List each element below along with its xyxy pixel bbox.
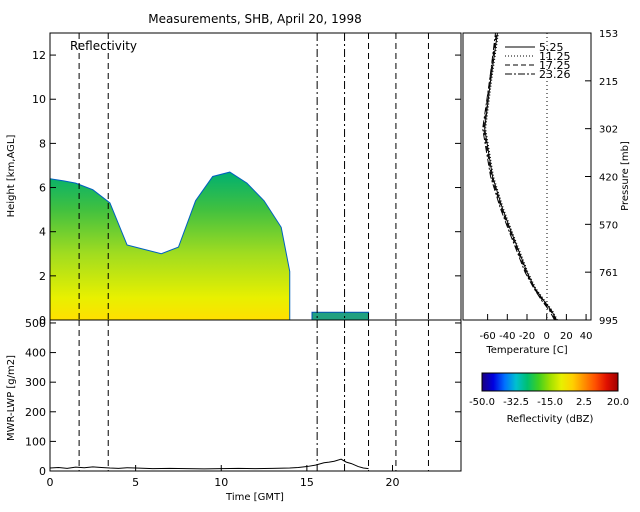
temperature-series-line [485,32,558,321]
lwp-x-axis: 0 5 10 15 20 [47,465,400,489]
echo-region [311,311,370,320]
x-tick-label: -20 [519,331,535,342]
pressure-tick-label: 153 [599,29,618,40]
lwp-y-axis: 0 100 200 300 400 500 [25,317,461,478]
y-tick-label: 0 [39,465,46,478]
pressure-tick-label: 995 [599,316,618,327]
echo-region [50,171,291,320]
y-tick-label: 500 [25,317,46,330]
temperature-frame [462,32,592,321]
temperature-series-line [483,32,556,321]
y-tick-label: 8 [39,137,46,150]
lwp-marker-lines [78,320,429,471]
pressure-tick-label: 761 [599,268,618,279]
temperature-series-lines [482,32,558,321]
y-tick-label: 300 [25,376,46,389]
legend-label: 5.25 [539,41,564,54]
y-tick-label: 0 [39,314,46,327]
y-tick-label: 6 [39,182,46,195]
pressure-tick-label: 570 [599,220,618,231]
temperature-panel: -60 -40 -20 0 20 40 153 215 302 420 570 761 995 5.2… [462,29,631,356]
pressure-axis: 153 215 302 420 570 761 995 [585,29,618,327]
chart-title: Measurements, SHB, April 20, 1998 [148,12,361,26]
y-tick-label: 10 [32,93,46,106]
temperature-x-axis: -60 -40 -20 0 20 40 [479,314,592,342]
colorbar-label: Reflectivity (dBZ) [507,414,594,425]
x-tick-label: -60 [479,331,495,342]
y-tick-label: 100 [25,435,46,448]
lwp-series-line [49,458,369,470]
lwp-panel: 0 100 200 300 400 500 0 5 10 15 20 MWR-LWP [g/m2]… [6,317,462,503]
reflectivity-y-label: Height [km,AGL] [6,135,17,218]
lwp-y-label: MWR-LWP [g/m2] [6,355,17,441]
y-tick-label: 2 [39,270,46,283]
x-tick-label: 40 [580,331,593,342]
reflectivity-panel: Reflectivity 0 2 4 6 8 10 12 Height [km,AGL] [6,32,462,327]
colorbar-bar [481,372,619,392]
y-tick-label: 12 [32,49,46,62]
lwp-frame [49,319,462,472]
temperature-series-line [482,32,556,321]
x-tick-label: 15 [300,476,314,489]
pressure-y-label: Pressure [mb] [620,141,631,211]
pressure-tick-label: 215 [599,77,618,88]
y-tick-label: 400 [25,347,46,360]
legend-label: 23.26 [539,68,571,81]
x-tick-label: 5 [132,476,139,489]
reflectivity-marker-lines [78,33,429,320]
colorbar-tick-label: 20.0 [607,397,629,408]
legend-label: 11.25 [539,50,571,63]
y-tick-label: 200 [25,406,46,419]
temperature-x-label: Temperature [C] [485,345,567,356]
pressure-tick-label: 302 [599,125,618,136]
temperature-series-line [484,32,557,321]
colorbar-tick-label: -50.0 [469,397,495,408]
reflectivity-y-axis: 0 2 4 6 8 10 12 [32,49,461,327]
x-tick-label: 10 [214,476,228,489]
legend-label: 17.25 [539,59,571,72]
pressure-tick-label: 420 [599,173,618,184]
colorbar: -50.0 -32.5 -15.0 2.5 20.0 Reflectivity (dBZ… [469,372,629,425]
reflectivity-annotation: Reflectivity [70,39,137,53]
x-tick-label: 20 [560,331,573,342]
x-tick-label: 0 [47,476,54,489]
y-tick-label: 4 [39,226,46,239]
lwp-x-label: Time [GMT] [225,492,284,503]
colorbar-tick-label: -32.5 [503,397,529,408]
reflectivity-echo-layer [50,171,370,320]
x-tick-label: 0 [544,331,550,342]
x-tick-label: -40 [499,331,515,342]
colorbar-ticks: -50.0 -32.5 -15.0 2.5 20.0 [469,397,629,408]
x-tick-label: 20 [386,476,400,489]
colorbar-tick-label: 2.5 [576,397,592,408]
colorbar-tick-label: -15.0 [537,397,563,408]
